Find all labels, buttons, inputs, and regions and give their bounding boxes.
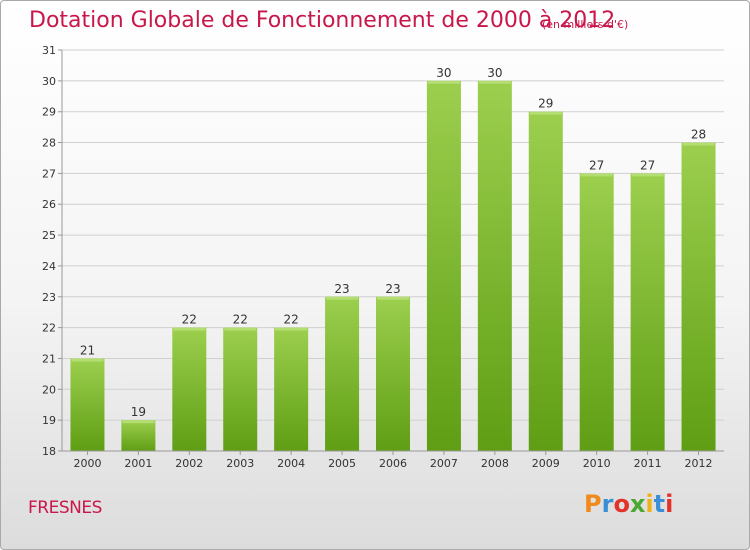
x-tick-label: 2007 (430, 457, 458, 470)
bar (579, 173, 614, 451)
bar (681, 142, 716, 452)
chart-title: Dotation Globale de Fonctionnement de 20… (29, 8, 616, 33)
y-tick-label: 29 (42, 106, 56, 119)
y-tick-label: 19 (42, 414, 56, 427)
bar (376, 296, 410, 451)
y-tick-label: 21 (42, 352, 56, 365)
x-axis-ticks: 2000 2001 2002 2003 2004 2005 2006 2007 2008 2009… (73, 451, 713, 470)
y-tick-label: 22 (42, 322, 56, 335)
logo-letter: P (584, 490, 602, 518)
value-labels: 21 19 22 22 22 23 23 30 30 29 27 27 28 (80, 66, 706, 419)
value-label: 27 (589, 158, 604, 172)
commune-name: FRESNES (28, 498, 102, 518)
bar-highlight (631, 173, 664, 177)
x-tick-label: 2010 (583, 457, 611, 470)
value-label: 30 (436, 66, 451, 80)
x-tick-label: 2001 (124, 457, 152, 470)
logo-letter: i (665, 490, 674, 518)
logo-letter: t (653, 490, 666, 518)
x-tick-label: 2004 (277, 457, 305, 470)
x-tick-label: 2002 (175, 457, 203, 470)
bar (325, 296, 360, 451)
x-tick-label: 2003 (226, 457, 254, 470)
bar (274, 327, 309, 451)
logo-letter: o (613, 490, 630, 518)
bar-highlight (478, 80, 511, 84)
bar-highlight (580, 173, 613, 177)
bar (223, 327, 258, 451)
bar-highlight (377, 296, 409, 300)
y-tick-label: 25 (42, 229, 56, 242)
x-tick-label: 2009 (532, 457, 560, 470)
x-tick-label: 2008 (481, 457, 509, 470)
bar (426, 80, 461, 451)
bar (172, 327, 207, 451)
x-tick-label: 2011 (634, 457, 662, 470)
y-tick-label: 24 (42, 260, 56, 273)
value-label: 22 (182, 313, 197, 327)
bar-highlight (173, 327, 206, 331)
y-tick-label: 31 (42, 44, 56, 57)
logo-letter: r (601, 490, 614, 518)
x-tick-label: 2005 (328, 457, 356, 470)
y-tick-label: 28 (42, 137, 56, 150)
value-label: 22 (233, 313, 248, 327)
bar-highlight (326, 296, 359, 300)
y-tick-label: 26 (42, 198, 56, 211)
bar-highlight (71, 358, 104, 362)
proxiti-logo: Proxiti (584, 490, 673, 518)
y-tick-label: 30 (42, 75, 56, 88)
bar-highlight (275, 327, 308, 331)
x-tick-label: 2000 (73, 457, 101, 470)
y-tick-label: 18 (42, 445, 56, 458)
value-label: 30 (487, 66, 502, 80)
bar (630, 173, 665, 451)
y-tick-label: 27 (42, 167, 56, 180)
logo-letter: i (645, 490, 654, 518)
y-tick-label: 20 (42, 383, 56, 396)
y-axis-ticks: 18 19 20 21 22 23 24 25 26 27 28 29 30 31 (42, 44, 62, 458)
value-label: 23 (334, 282, 349, 296)
bar (477, 80, 512, 451)
bar (70, 358, 105, 451)
y-tick-label: 23 (42, 291, 56, 304)
bar-highlight (682, 142, 715, 146)
bar-highlight (122, 420, 155, 424)
bar (528, 111, 563, 451)
value-label: 21 (80, 343, 95, 357)
bar-highlight (529, 111, 562, 115)
chart-subtitle: (en milliers d'€) (542, 18, 629, 31)
x-tick-label: 2012 (685, 457, 713, 470)
value-label: 29 (538, 97, 553, 111)
value-label: 27 (640, 158, 655, 172)
logo-letter: x (629, 490, 646, 518)
x-tick-label: 2006 (379, 457, 407, 470)
bar-highlight (427, 80, 460, 84)
bar (121, 420, 156, 451)
value-label: 23 (385, 282, 400, 296)
value-label: 19 (131, 405, 146, 419)
bars (70, 80, 716, 452)
value-label: 28 (691, 128, 706, 142)
bar-highlight (224, 327, 257, 331)
value-label: 22 (284, 313, 299, 327)
